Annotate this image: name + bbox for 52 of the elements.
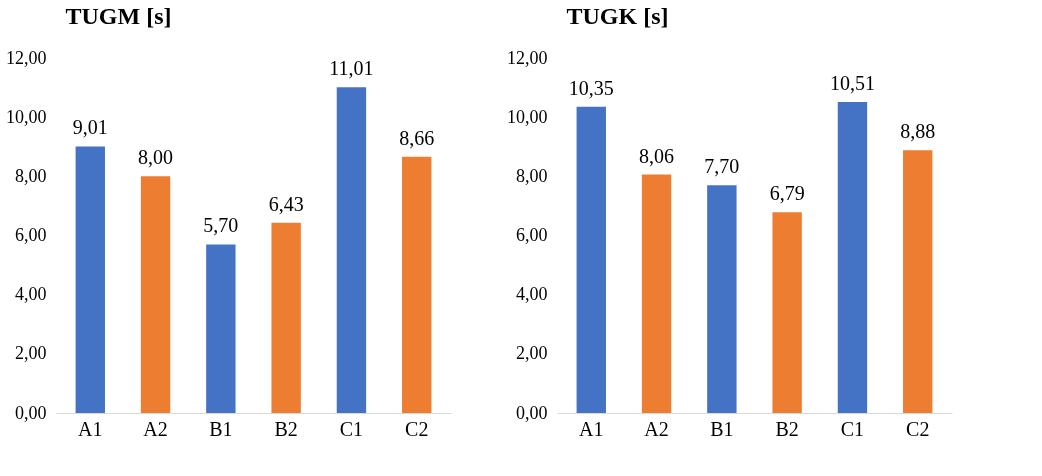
y-tick-label: 10,00 bbox=[507, 106, 548, 127]
x-tick-label: A2 bbox=[644, 417, 669, 440]
y-tick-label: 2,00 bbox=[15, 343, 47, 364]
y-tick-label: 0,00 bbox=[15, 402, 47, 423]
data-label: 8,06 bbox=[639, 144, 675, 167]
y-tick-label: 12,00 bbox=[507, 47, 548, 68]
data-label: 8,66 bbox=[399, 126, 435, 149]
data-label: 10,35 bbox=[568, 76, 614, 99]
data-label: 7,70 bbox=[704, 155, 740, 178]
x-tick-label: C1 bbox=[840, 417, 865, 440]
bar bbox=[140, 176, 171, 413]
x-tick-label: B2 bbox=[775, 417, 799, 440]
y-tick-label: 6,00 bbox=[15, 225, 47, 245]
data-label: 11,01 bbox=[329, 57, 374, 80]
y-tick-label: 8,00 bbox=[15, 165, 47, 186]
x-tick-label: A2 bbox=[143, 417, 168, 440]
x-tick-label: A1 bbox=[579, 417, 604, 440]
bar bbox=[837, 102, 868, 413]
data-label: 9,01 bbox=[72, 116, 108, 139]
chart-title: TUGK [s] bbox=[566, 3, 669, 29]
x-tick-label: B2 bbox=[274, 417, 298, 440]
x-tick-label: B1 bbox=[710, 417, 734, 440]
x-tick-label: B1 bbox=[209, 417, 233, 440]
bar bbox=[903, 150, 933, 413]
bar bbox=[75, 146, 105, 413]
data-label: 10,51 bbox=[829, 72, 875, 95]
x-tick-label: C2 bbox=[405, 417, 429, 440]
y-tick-label: 10,00 bbox=[6, 106, 47, 127]
data-label: 5,70 bbox=[203, 214, 239, 237]
y-tick-label: 6,00 bbox=[516, 225, 548, 245]
bar bbox=[772, 212, 802, 413]
y-tick-label: 8,00 bbox=[516, 165, 548, 186]
y-tick-label: 0,00 bbox=[516, 402, 548, 423]
bar bbox=[271, 222, 301, 413]
y-tick-label: 4,00 bbox=[516, 284, 548, 305]
x-tick-label: C2 bbox=[906, 417, 930, 440]
y-tick-label: 4,00 bbox=[15, 284, 47, 305]
bar bbox=[402, 156, 432, 413]
data-label: 6,43 bbox=[268, 192, 304, 215]
y-tick-label: 12,00 bbox=[6, 47, 47, 68]
data-label: 8,88 bbox=[900, 120, 936, 143]
y-tick-label: 2,00 bbox=[516, 343, 548, 364]
data-label: 8,00 bbox=[138, 146, 174, 169]
bar bbox=[707, 185, 737, 413]
data-label: 6,79 bbox=[769, 182, 805, 205]
bar bbox=[576, 106, 606, 413]
bar bbox=[641, 174, 672, 413]
x-tick-label: A1 bbox=[78, 417, 103, 440]
chart-title: TUGM [s] bbox=[65, 3, 172, 29]
bar bbox=[206, 244, 236, 413]
bar bbox=[336, 87, 367, 413]
x-tick-label: C1 bbox=[339, 417, 364, 440]
